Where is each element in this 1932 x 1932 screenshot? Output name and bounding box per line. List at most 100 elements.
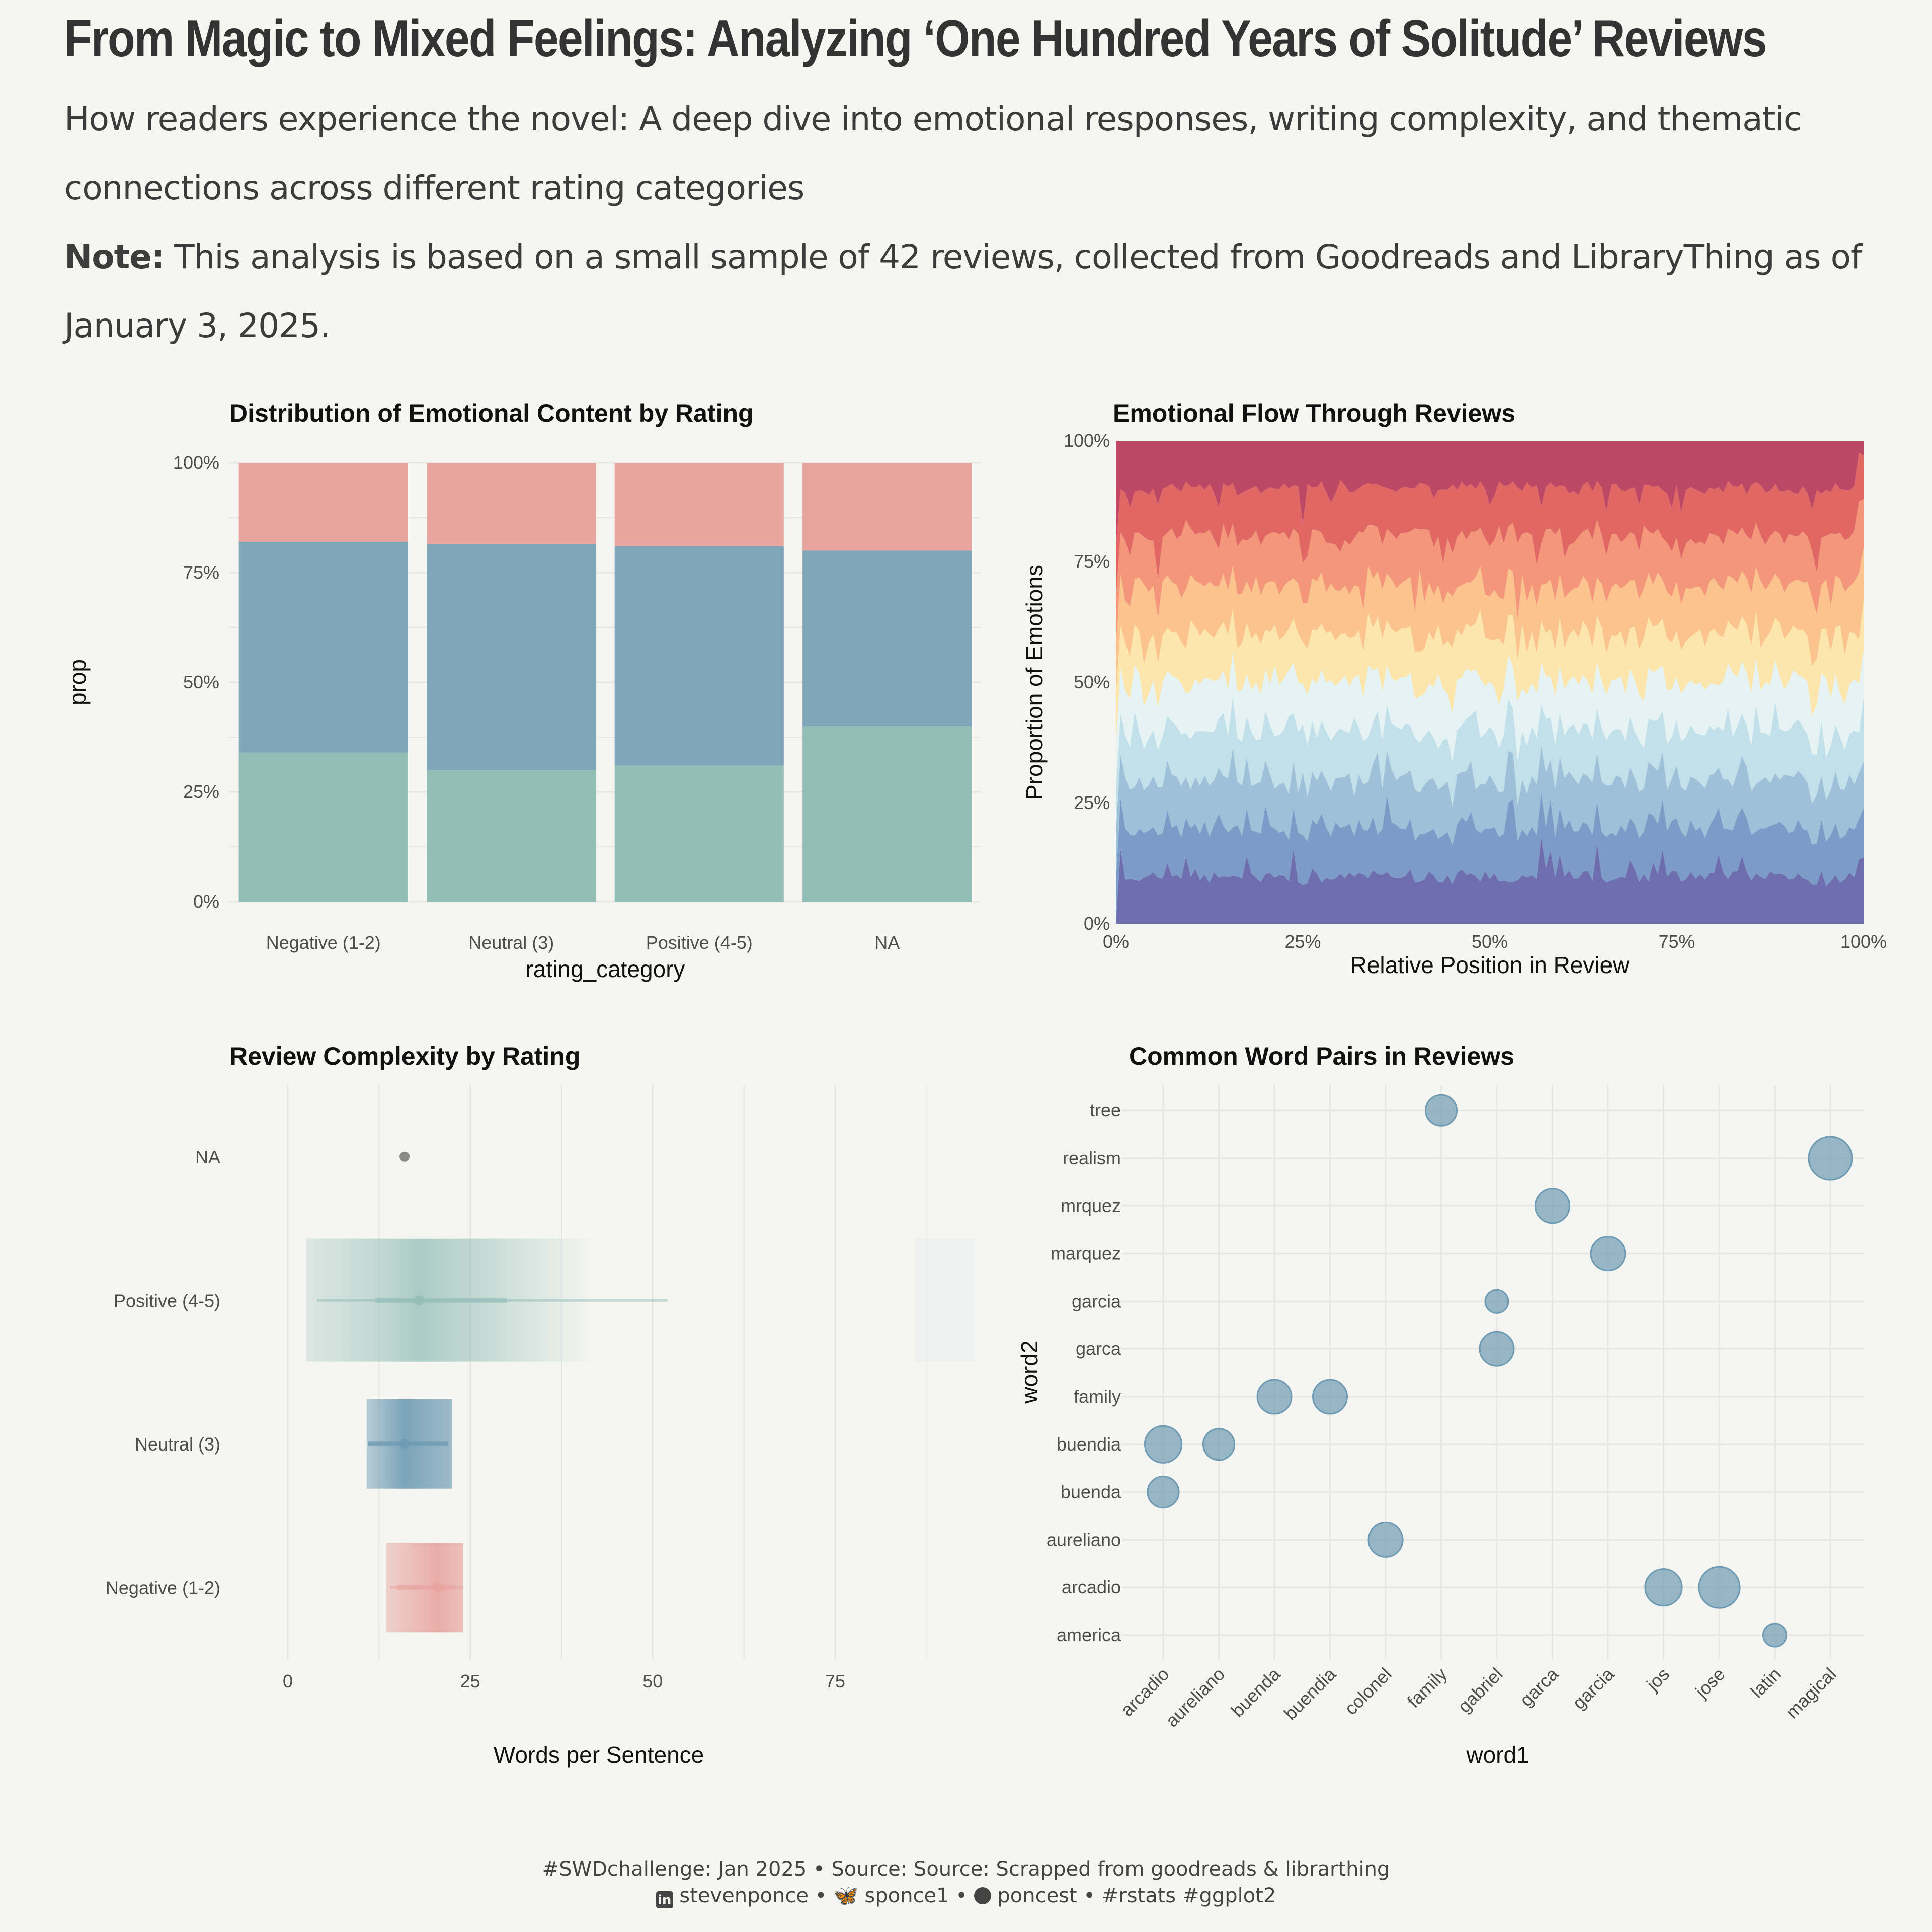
x-tick-label: magical	[1782, 1664, 1840, 1723]
x-tick-label: NA	[874, 932, 900, 953]
emotion-stream	[1116, 547, 1864, 696]
flow-chart-title: Emotional Flow Through Reviews	[1113, 399, 1516, 427]
x-tick-label: buenda	[1227, 1663, 1285, 1721]
x-tick-label: 25%	[1284, 931, 1321, 952]
y-tick-label: america	[1057, 1625, 1121, 1645]
y-tick-label: Negative (1-2)	[106, 1577, 220, 1598]
bar-segment	[614, 765, 784, 902]
x-tick-label: aureliano	[1161, 1664, 1229, 1731]
x-tick-label: 25	[460, 1671, 480, 1692]
y-tick-label: aureliano	[1046, 1529, 1121, 1550]
x-tick-label: jos	[1642, 1664, 1673, 1695]
x-tick-label: 50%	[1472, 931, 1508, 952]
y-tick-label: 50%	[1074, 672, 1110, 692]
y-axis-label: prop	[64, 659, 91, 705]
emotional-flow-chart: 0% 25% 50% 75% 100% 0% 25% 50% 75% 100% Relative P…	[1021, 433, 1887, 978]
word-pairs-chart-title: Common Word Pairs in Reviews	[1129, 1042, 1514, 1070]
page-title: From Magic to Mixed Feelings: Analyzing …	[64, 10, 1767, 68]
y-tick-label: 100%	[1064, 433, 1110, 451]
emotion-stream	[1116, 650, 1864, 791]
y-tick-label: mrquez	[1061, 1195, 1121, 1216]
x-tick-label: 50	[642, 1671, 663, 1692]
y-tick-label: 50%	[183, 672, 219, 692]
word-pair-point	[1590, 1236, 1626, 1272]
emotion-stream	[1116, 792, 1864, 923]
emotion-stream	[1116, 453, 1864, 599]
emotion-stream	[1116, 837, 1864, 924]
x-tick-label: buendia	[1280, 1663, 1340, 1724]
bar-segment	[802, 550, 972, 727]
y-tick-label: family	[1074, 1386, 1121, 1407]
bar-segment	[238, 463, 408, 542]
github-handle: poncest	[997, 1884, 1077, 1907]
word-pair-point	[1424, 1094, 1458, 1127]
x-tick-label: family	[1403, 1664, 1451, 1712]
median-point	[414, 1295, 425, 1306]
y-tick-label: 75%	[183, 562, 219, 583]
word-pair-point	[1762, 1623, 1787, 1648]
word-pair-point	[1202, 1428, 1236, 1461]
note-label: Note:	[64, 237, 165, 276]
y-tick-label: realism	[1063, 1148, 1121, 1168]
page-subtitle: How readers experience the novel: A deep…	[64, 85, 1876, 360]
y-axis-label: word2	[1016, 1340, 1042, 1404]
note-text: This analysis is based on a small sample…	[64, 237, 1862, 345]
x-axis-label: Words per Sentence	[494, 1742, 704, 1768]
x-tick-label: garcia	[1568, 1663, 1618, 1713]
y-tick-label: buendia	[1057, 1434, 1121, 1455]
y-tick-label: 0%	[1084, 913, 1110, 934]
linkedin-icon: in	[656, 1891, 673, 1908]
y-tick-label: 25%	[183, 781, 219, 802]
caption-tags: #rstats #ggplot2	[1101, 1884, 1276, 1907]
bar-segment	[238, 752, 408, 902]
y-tick-label: 75%	[1074, 551, 1110, 572]
emotion-stream	[1116, 499, 1864, 647]
github-icon	[974, 1887, 991, 1904]
bar-segment	[427, 463, 596, 544]
y-axis-label: Proportion of Emotions	[1021, 565, 1048, 800]
complexity-chart-title: Review Complexity by Rating	[229, 1042, 581, 1070]
y-tick-label: NA	[195, 1147, 220, 1167]
y-tick-label: tree	[1090, 1100, 1121, 1120]
x-tick-label: 75%	[1658, 931, 1695, 952]
x-tick-label: arcadio	[1116, 1664, 1173, 1720]
caption-source: #SWDchallenge: Jan 2025 • Source: Source…	[542, 1858, 1390, 1881]
x-tick-label: Neutral (3)	[468, 932, 554, 953]
word-pair-point	[1644, 1568, 1683, 1607]
bar-segment	[802, 726, 972, 902]
y-tick-label: garca	[1076, 1338, 1121, 1359]
x-tick-label: latin	[1746, 1664, 1785, 1702]
word-pair-point	[1312, 1379, 1348, 1415]
emotion-stream	[1116, 599, 1864, 742]
y-tick-label: 25%	[1074, 792, 1110, 813]
word-pair-point	[1479, 1331, 1515, 1367]
x-tick-label: garca	[1515, 1663, 1562, 1710]
bluesky-icon: 🦋	[833, 1884, 858, 1907]
x-tick-label: 75	[825, 1671, 845, 1692]
emotion-distribution-chart: 0% 25% 50% 75% 100% Negative (1-2) Neutral (3)…	[64, 452, 981, 982]
emotion-stream	[1116, 696, 1864, 833]
word-pair-point	[1367, 1521, 1404, 1558]
x-tick-label: colonel	[1340, 1664, 1396, 1719]
review-complexity-chart: NA Positive (4-5) Neutral (3) Negative (1-2…	[106, 1085, 974, 1768]
caption-credits: in stevenponce • 🦋 sponce1 • poncest • #…	[0, 1884, 1932, 1908]
word-pair-point	[1144, 1425, 1183, 1464]
median-point	[399, 1438, 410, 1449]
median-point	[399, 1151, 410, 1162]
linkedin-handle: stevenponce	[679, 1884, 809, 1907]
bar-segment	[614, 463, 784, 546]
y-tick-label: Neutral (3)	[135, 1434, 220, 1455]
x-tick-label: Positive (4-5)	[646, 932, 753, 953]
word-pair-point	[1256, 1379, 1293, 1415]
emotion-stream	[1116, 746, 1864, 880]
word-pair-point	[1698, 1566, 1741, 1609]
caption-separator: •	[949, 1884, 974, 1907]
x-axis-label: rating_category	[525, 956, 685, 982]
x-tick-label: jose	[1691, 1664, 1729, 1702]
caption-separator: •	[808, 1884, 833, 1907]
y-tick-label: marquez	[1051, 1243, 1121, 1264]
y-tick-label: Positive (4-5)	[114, 1290, 220, 1311]
median-point	[432, 1582, 443, 1593]
bar-segment	[238, 541, 408, 753]
